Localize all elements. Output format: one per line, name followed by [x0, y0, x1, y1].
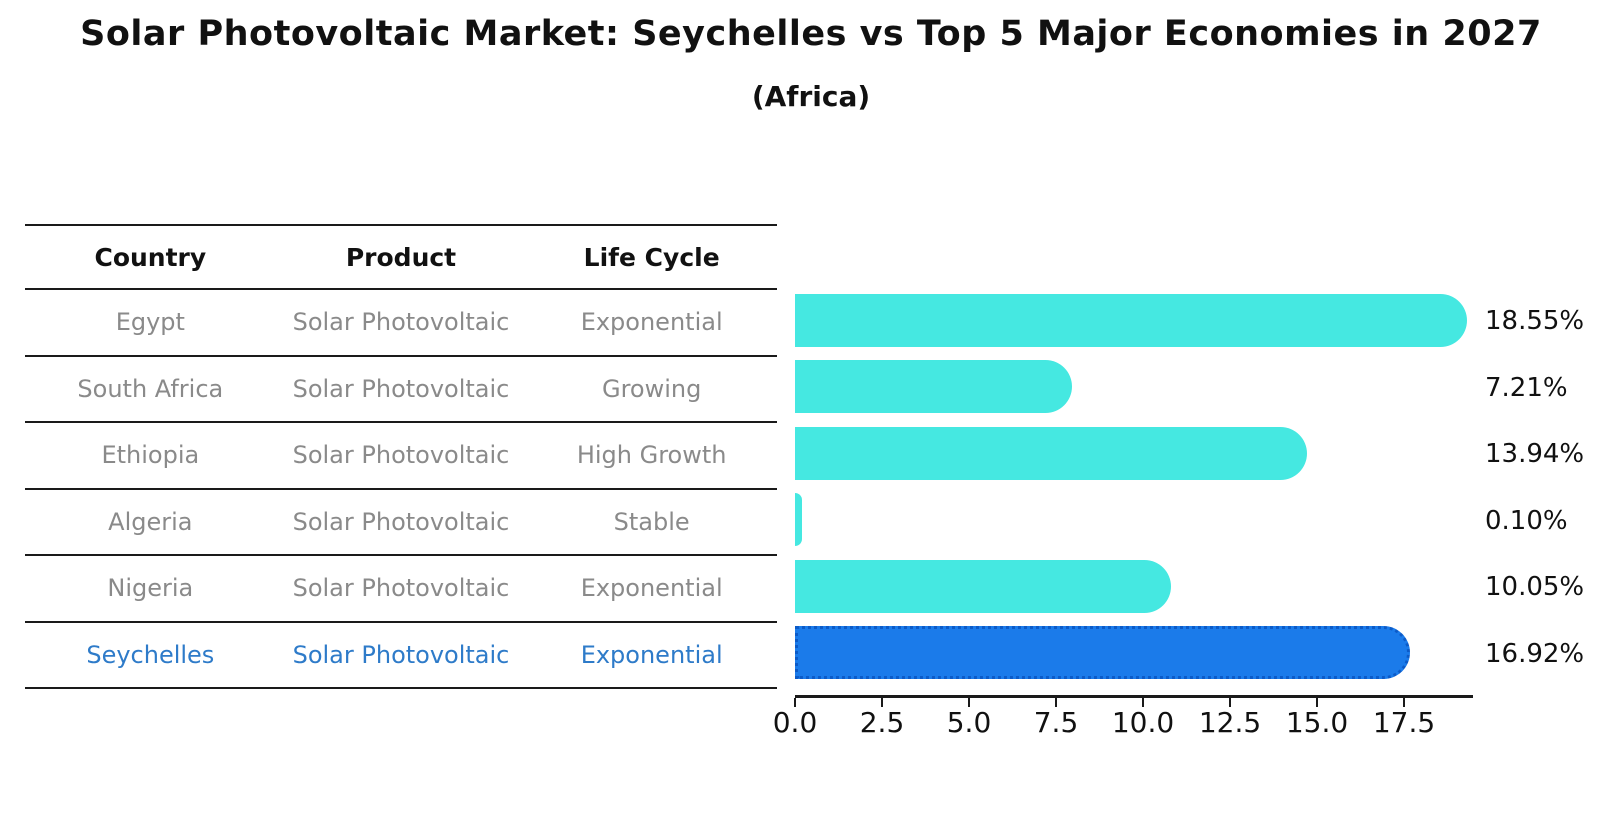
bar-value-label: 10.05%	[1485, 572, 1585, 602]
country-cell: Egypt	[115, 308, 185, 337]
product-cell: Solar Photovoltaic	[292, 507, 510, 536]
life-cycle-cell: Exponential	[580, 308, 723, 337]
life-cycle-cell: Stable	[613, 507, 690, 536]
x-axis-tick-label: 15.0	[1285, 706, 1349, 739]
x-axis-tick-label: 17.5	[1372, 706, 1436, 739]
bar	[795, 493, 802, 546]
table-row: Ethiopia Solar Photovoltaic High Growth	[25, 423, 777, 490]
table-row: South Africa Solar Photovoltaic Growing	[25, 357, 777, 423]
bar-highlight-seychelles	[795, 626, 1411, 679]
x-axis-tick-mark	[1316, 698, 1318, 707]
product-cell: Solar Photovoltaic	[292, 308, 510, 337]
chart-subtitle: (Africa)	[751, 80, 871, 113]
x-axis-tick-mark	[794, 698, 796, 707]
bar-value-label: 0.10%	[1485, 505, 1568, 536]
country-cell: Seychelles	[86, 640, 215, 669]
x-axis-tick-label: 0.0	[772, 706, 818, 739]
life-cycle-cell: Exponential	[580, 640, 723, 669]
table-header-country: Country	[94, 242, 207, 272]
bar-value-label: 18.55%	[1485, 306, 1585, 336]
table-header-product: Product	[345, 242, 457, 272]
product-cell: Solar Photovoltaic	[292, 441, 510, 470]
life-cycle-cell: Growing	[601, 374, 702, 403]
bar-value-label: 7.21%	[1485, 372, 1568, 403]
country-cell: Nigeria	[107, 574, 194, 603]
x-axis-tick-label: 5.0	[946, 706, 992, 739]
x-axis-tick-mark	[968, 698, 970, 707]
x-axis-line	[795, 695, 1473, 698]
table-row: Nigeria Solar Photovoltaic Exponential	[25, 556, 777, 623]
country-table: Country Product Life Cycle Egypt Solar Ph…	[25, 224, 777, 689]
x-axis-tick-label: 10.0	[1111, 706, 1175, 739]
product-cell: Solar Photovoltaic	[292, 374, 510, 403]
bar	[795, 559, 1172, 613]
table-row: Seychelles Solar Photovoltaic Exponential	[25, 623, 777, 689]
x-axis-tick-label: 2.5	[859, 706, 905, 739]
table-row: Egypt Solar Photovoltaic Exponential	[25, 290, 777, 357]
bar-value-label: 13.94%	[1485, 439, 1585, 469]
country-cell: Ethiopia	[101, 441, 200, 470]
table-header-life-cycle: Life Cycle	[583, 242, 720, 272]
x-axis-tick-mark	[1403, 698, 1405, 707]
x-axis-tick-label: 12.5	[1198, 706, 1262, 739]
bar-value-label: 16.92%	[1485, 638, 1585, 669]
x-axis-tick-label: 7.5	[1033, 706, 1079, 739]
x-axis-tick-mark	[1055, 698, 1057, 707]
table-body: Egypt Solar Photovoltaic Exponential South …	[25, 290, 777, 689]
table-row: Algeria Solar Photovoltaic Stable	[25, 490, 777, 556]
bar	[795, 293, 1468, 347]
x-axis-tick-mark	[1229, 698, 1231, 707]
life-cycle-cell: Exponential	[580, 574, 723, 603]
country-cell: Algeria	[108, 507, 193, 536]
x-axis-tick-mark	[881, 698, 883, 707]
product-cell: Solar Photovoltaic	[292, 640, 510, 669]
x-axis-tick-mark	[1142, 698, 1144, 707]
bar	[795, 360, 1073, 413]
product-cell: Solar Photovoltaic	[292, 574, 510, 603]
country-cell: South Africa	[77, 374, 224, 403]
life-cycle-cell: High Growth	[576, 441, 727, 470]
table-header-row: Country Product Life Cycle	[25, 226, 777, 290]
chart-title: Solar Photovoltaic Market: Seychelles vs…	[80, 14, 1542, 54]
bar	[795, 426, 1307, 480]
